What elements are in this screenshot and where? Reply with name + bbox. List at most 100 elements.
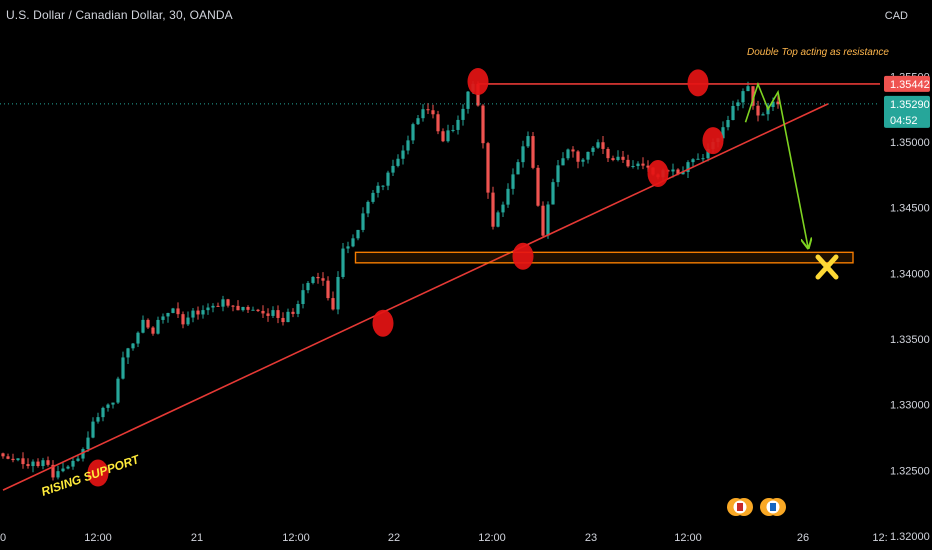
candle [571, 146, 575, 158]
candle [226, 298, 230, 308]
circle-marker [467, 68, 489, 96]
candle [96, 412, 100, 424]
candle [241, 306, 245, 312]
time-tick-label: 21 [191, 532, 203, 544]
time-tick-label: 0 [0, 532, 6, 544]
candle [191, 308, 195, 323]
candle [426, 103, 430, 114]
candle [201, 305, 205, 319]
candle [1, 452, 5, 459]
circle-marker [687, 69, 709, 97]
candle [631, 160, 635, 169]
event-icon-ca[interactable] [727, 498, 753, 516]
candle [86, 431, 90, 452]
candle [431, 104, 435, 119]
candle [501, 201, 505, 218]
candle [306, 280, 310, 294]
candle [521, 140, 525, 168]
candle [391, 159, 395, 176]
candle [411, 122, 415, 145]
candle [481, 104, 485, 149]
candles [1, 81, 780, 481]
price-tick-label: 1.33000 [890, 400, 930, 412]
time-axis[interactable]: 0 12:00 21 12:00 22 12:00 23 12:00 26 12: [0, 532, 888, 544]
price-tick-label: 1.32500 [890, 465, 930, 477]
candle [451, 125, 455, 133]
candle [176, 302, 180, 318]
price-tick-label: 1.33500 [890, 334, 930, 346]
candle [616, 150, 620, 162]
candle [26, 458, 30, 469]
price-tick-label: 1.35000 [890, 137, 930, 149]
candle [381, 185, 385, 191]
candle [221, 295, 225, 312]
candle [466, 90, 470, 114]
candle [681, 166, 685, 175]
countdown-label: 04:52 [890, 115, 918, 127]
price-axis[interactable]: 1.355001.350001.345001.340001.335001.330… [890, 71, 930, 543]
candle [376, 182, 380, 198]
candle [101, 406, 105, 422]
candle [491, 186, 495, 230]
candle [31, 459, 35, 473]
candle [46, 456, 50, 467]
candle [691, 158, 695, 167]
resistance-price-badge: 1.35442 [884, 75, 930, 92]
candle [166, 312, 170, 323]
candle [231, 304, 235, 312]
price-tick-label: 1.34000 [890, 268, 930, 280]
candle [301, 283, 305, 309]
candle [461, 104, 465, 126]
candle [41, 457, 45, 470]
candle [516, 159, 520, 175]
candle [561, 152, 565, 166]
candle [296, 300, 300, 318]
candle [581, 158, 585, 167]
candle [76, 455, 80, 462]
candle [276, 305, 280, 324]
time-tick-label: 23 [585, 532, 597, 544]
current-price-badge: 1.35290 04:52 [884, 95, 930, 128]
support-zone[interactable] [354, 251, 854, 264]
rising-support-line[interactable] [2, 103, 829, 491]
time-tick-label: 12: [872, 532, 887, 544]
candle [196, 306, 200, 320]
candle [311, 276, 315, 285]
svg-text:1.35290: 1.35290 [890, 99, 930, 111]
candle [206, 303, 210, 315]
candle [586, 151, 590, 164]
candle [596, 139, 600, 149]
candle [236, 300, 240, 311]
candle [256, 308, 260, 313]
candle [576, 150, 580, 169]
time-tick-label: 22 [388, 532, 400, 544]
time-tick-label: 12:00 [478, 532, 506, 544]
svg-text:1.35442: 1.35442 [890, 79, 930, 91]
event-icon-us[interactable] [760, 498, 786, 516]
candle [246, 305, 250, 313]
candle [281, 312, 285, 326]
candle [386, 170, 390, 191]
price-tick-label: 1.34500 [890, 203, 930, 215]
candle [636, 161, 640, 170]
candle [56, 465, 60, 480]
candle [731, 100, 735, 121]
candle [776, 95, 780, 109]
candle [116, 376, 120, 405]
candle [336, 271, 340, 315]
candle [11, 453, 15, 463]
candle [531, 131, 535, 170]
candle [6, 453, 10, 460]
candle [361, 207, 365, 233]
candle [156, 316, 160, 335]
candle [496, 210, 500, 228]
candle [21, 452, 25, 469]
candle [551, 178, 555, 205]
candle [351, 234, 355, 248]
candle [181, 311, 185, 329]
candle [446, 124, 450, 143]
currency-label: CAD [884, 10, 908, 22]
candle [556, 160, 560, 187]
projection-path[interactable] [744, 81, 809, 247]
